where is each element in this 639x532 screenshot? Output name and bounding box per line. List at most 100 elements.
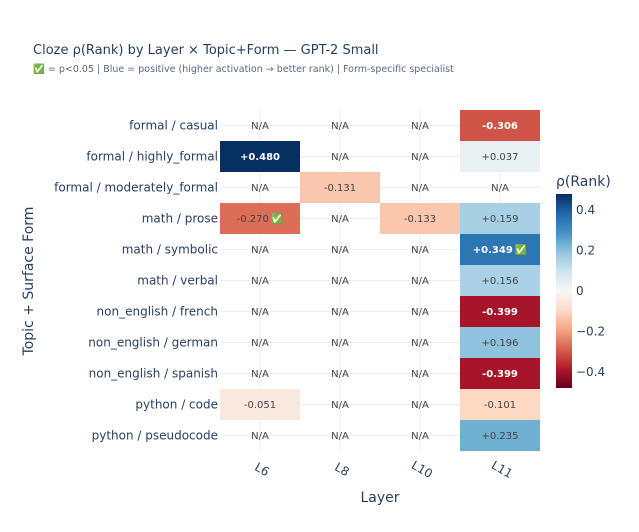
y-tick-label: math / verbal bbox=[137, 274, 218, 288]
y-tick-label: non_english / french bbox=[97, 305, 218, 319]
cell-label: N/A bbox=[411, 431, 429, 442]
cell-value: N/A bbox=[251, 307, 269, 318]
cell-value: -0.101 bbox=[484, 400, 516, 411]
cell-value: N/A bbox=[491, 183, 509, 194]
cell-value: N/A bbox=[331, 307, 349, 318]
heatmap-cell bbox=[220, 203, 300, 234]
x-tick-label: L6 bbox=[252, 460, 271, 479]
colorbar-title: ρ(Rank) bbox=[556, 174, 611, 190]
heatmap-cell bbox=[460, 296, 540, 327]
cell-label: N/A bbox=[411, 152, 429, 163]
cell-label: -0.133 bbox=[404, 214, 436, 225]
y-tick-label: non_english / german bbox=[88, 336, 218, 350]
cell-label: +0.196 bbox=[481, 338, 518, 349]
cell-value: N/A bbox=[331, 431, 349, 442]
cell-label: -0.270 ✅ bbox=[237, 212, 284, 225]
cell-label: N/A bbox=[251, 431, 269, 442]
cell-label: +0.349 ✅ bbox=[473, 243, 527, 256]
cell-value: +0.480 bbox=[240, 152, 280, 163]
cell-value: +0.037 bbox=[481, 152, 518, 163]
cell-value: N/A bbox=[331, 214, 349, 225]
cell-value: N/A bbox=[331, 121, 349, 132]
y-tick-labels: formal / casual formal / highly_formalfor… bbox=[54, 119, 218, 443]
cell-value: -0.270 bbox=[237, 214, 269, 225]
colorbar-tick-label: −0.2 bbox=[576, 324, 605, 338]
chart-subtitle-text: = p<0.05 | Blue = positive (higher activ… bbox=[45, 64, 454, 75]
cell-label: N/A bbox=[411, 369, 429, 380]
cell-value: N/A bbox=[251, 431, 269, 442]
cell-label: N/A bbox=[251, 245, 269, 256]
cell-label: N/A bbox=[331, 245, 349, 256]
y-tick-label: formal / highly_formal bbox=[86, 150, 218, 164]
heatmap-cell-labels: N/A N/A N/A -0.306 +0.480 N/A N/A +0.037 N/A -0.1… bbox=[237, 121, 528, 442]
heatmap-cell bbox=[220, 389, 300, 420]
heatmap-cell bbox=[460, 110, 540, 141]
checkmark-icon: ✅ bbox=[33, 63, 45, 75]
cell-label: N/A bbox=[411, 338, 429, 349]
y-tick-label: formal / casual bbox=[129, 119, 218, 133]
cell-label: N/A bbox=[251, 338, 269, 349]
cell-label: +0.480 bbox=[240, 152, 280, 163]
heatmap-cell bbox=[460, 389, 540, 420]
cell-value: N/A bbox=[331, 400, 349, 411]
colorbar-tick-label: −0.4 bbox=[576, 365, 605, 379]
cell-label: +0.037 bbox=[481, 152, 518, 163]
colorbar-ticks: 0.4 0.2 0 −0.2 −0.4 bbox=[576, 203, 605, 379]
cell-value: N/A bbox=[251, 369, 269, 380]
y-axis-title: Topic + Surface Form bbox=[21, 207, 37, 357]
x-tick-label: L10 bbox=[409, 458, 435, 481]
cell-label: -0.101 bbox=[484, 400, 516, 411]
cell-value: N/A bbox=[411, 431, 429, 442]
heatmap-cell bbox=[460, 327, 540, 358]
cell-value: N/A bbox=[411, 152, 429, 163]
cell-value: -0.306 bbox=[482, 121, 518, 132]
colorbar: ρ(Rank) 0.4 0.2 0 −0.2 −0.4 bbox=[556, 174, 611, 388]
cell-value: N/A bbox=[411, 245, 429, 256]
colorbar-tick-label: 0.4 bbox=[576, 203, 595, 217]
cell-value: N/A bbox=[411, 400, 429, 411]
cell-value: N/A bbox=[251, 245, 269, 256]
colorbar-tick-label: 0.2 bbox=[576, 244, 595, 258]
cell-label: N/A bbox=[331, 121, 349, 132]
checkmark-icon: ✅ bbox=[271, 212, 283, 225]
cell-value: N/A bbox=[251, 183, 269, 194]
heatmap-cell bbox=[220, 141, 300, 172]
cell-label: N/A bbox=[331, 338, 349, 349]
y-tick-label: math / symbolic bbox=[122, 243, 218, 257]
cell-value: -0.399 bbox=[482, 307, 518, 318]
cell-label: N/A bbox=[411, 245, 429, 256]
heatmap-cells bbox=[220, 110, 540, 451]
cell-label: N/A bbox=[251, 183, 269, 194]
cell-label: N/A bbox=[411, 121, 429, 132]
cell-label: -0.399 bbox=[482, 307, 518, 318]
cell-value: N/A bbox=[411, 183, 429, 194]
cell-label: N/A bbox=[251, 121, 269, 132]
cell-label: N/A bbox=[331, 214, 349, 225]
cell-label: N/A bbox=[251, 307, 269, 318]
x-axis-title: Layer bbox=[360, 490, 399, 506]
cell-label: N/A bbox=[251, 369, 269, 380]
cell-label: N/A bbox=[331, 152, 349, 163]
cell-label: -0.051 bbox=[244, 400, 276, 411]
colorbar-gradient bbox=[556, 194, 572, 388]
cell-label: N/A bbox=[331, 369, 349, 380]
cell-label: N/A bbox=[411, 307, 429, 318]
cell-value: N/A bbox=[411, 307, 429, 318]
cell-label: N/A bbox=[331, 400, 349, 411]
heatmap-cell bbox=[460, 141, 540, 172]
cell-label: N/A bbox=[331, 431, 349, 442]
cell-label: +0.235 bbox=[481, 431, 518, 442]
cell-value: -0.051 bbox=[244, 400, 276, 411]
heatmap-cell bbox=[460, 265, 540, 296]
cell-label: -0.131 bbox=[324, 183, 356, 194]
cell-value: -0.131 bbox=[324, 183, 356, 194]
cell-label: N/A bbox=[491, 183, 509, 194]
cell-value: -0.399 bbox=[482, 369, 518, 380]
cell-value: N/A bbox=[331, 245, 349, 256]
cell-label: N/A bbox=[331, 307, 349, 318]
cell-label: N/A bbox=[411, 400, 429, 411]
cell-value: N/A bbox=[331, 152, 349, 163]
y-tick-label: formal / moderately_formal bbox=[54, 181, 218, 195]
cell-value: +0.156 bbox=[481, 276, 518, 287]
